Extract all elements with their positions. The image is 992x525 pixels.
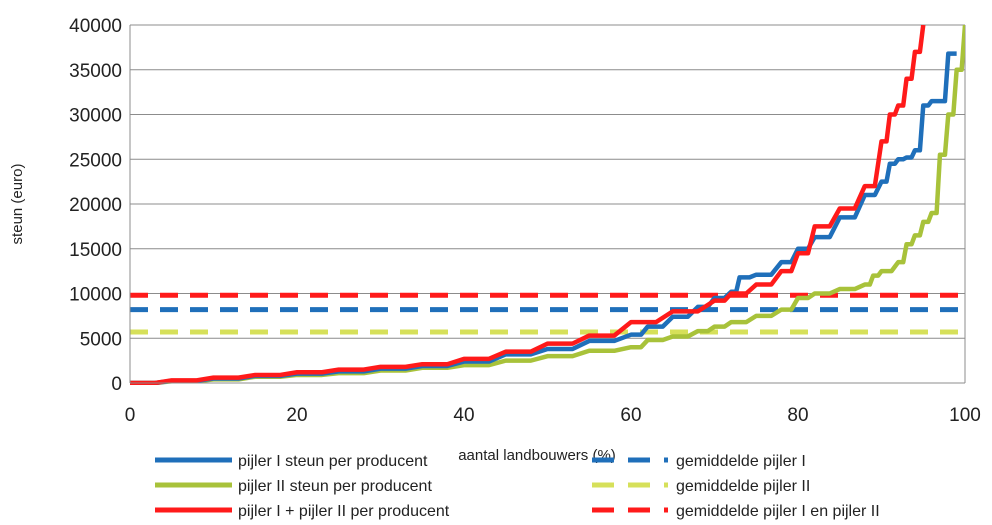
x-tick-label: 0: [125, 405, 136, 426]
y-tick-label: 20000: [69, 195, 122, 216]
legend-label: pijler I steun per producent: [238, 453, 428, 470]
x-axis-label: aantal landbouwers (%): [458, 447, 616, 464]
legend: pijler I steun per producent pijler II st…: [155, 453, 880, 520]
x-tick-label: 100: [949, 405, 981, 426]
legend-label: gemiddelde pijler I: [676, 453, 806, 470]
legend-label: pijler I + pijler II per producent: [238, 503, 450, 520]
x-tick-label: 40: [453, 405, 474, 426]
legend-label: pijler II steun per producent: [238, 478, 432, 495]
y-tick-label: 30000: [69, 106, 122, 127]
y-tick-label: 35000: [69, 61, 122, 82]
legend-label: gemiddelde pijler I en pijler II: [676, 503, 880, 520]
y-tick-label: 15000: [69, 240, 122, 261]
x-tick-label: 60: [620, 405, 641, 426]
y-tick-label: 0: [111, 374, 122, 395]
legend-label: gemiddelde pijler II: [676, 478, 810, 495]
y-tick-label: 5000: [80, 329, 122, 350]
y-tick-label: 25000: [69, 150, 122, 171]
gridlines: [130, 24, 966, 383]
x-tick-label: 20: [286, 405, 307, 426]
x-tick-label: 80: [787, 405, 808, 426]
y-axis-label: steun (euro): [9, 164, 26, 245]
series-line-3: [130, 25, 926, 385]
series-layer: [130, 25, 965, 385]
y-tick-label: 10000: [69, 285, 122, 306]
y-tick-label: 40000: [69, 16, 122, 37]
axes: 0 5000 10000 15000 20000 25000 30000 35000 40000…: [69, 16, 981, 426]
